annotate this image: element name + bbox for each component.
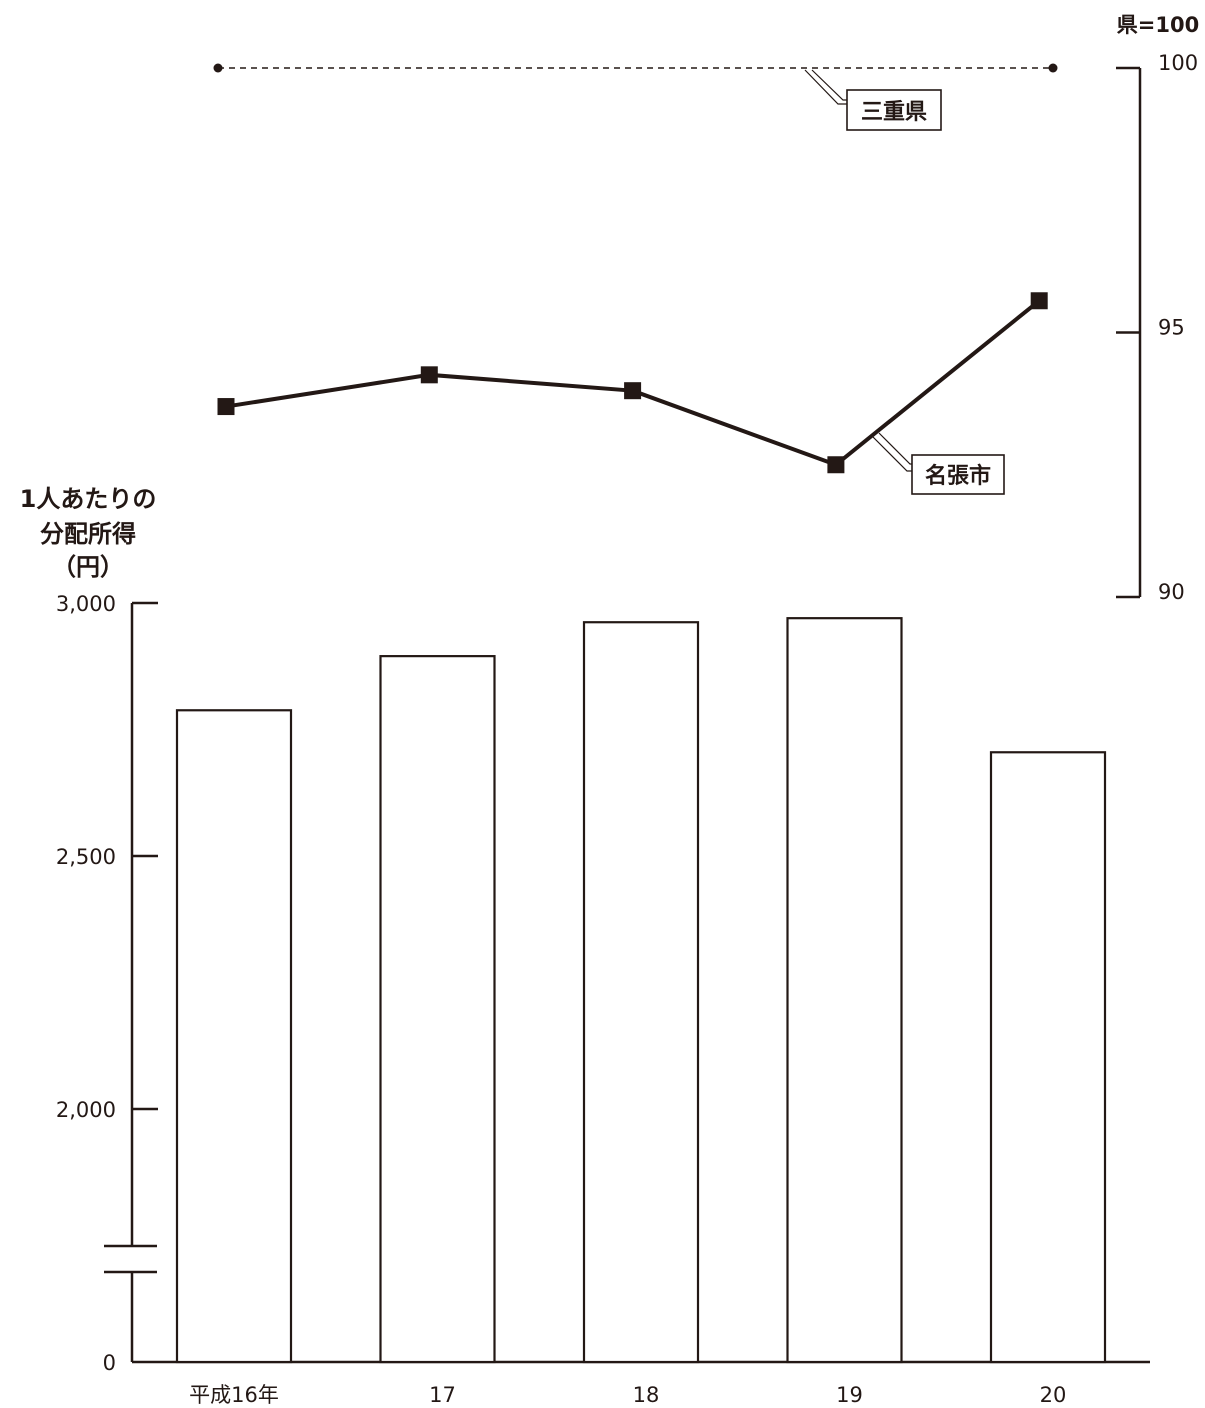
series-1-point-4 bbox=[1030, 292, 1048, 310]
bar-4 bbox=[989, 751, 1107, 1364]
series-0-endpoint-1 bbox=[1048, 63, 1058, 73]
bars bbox=[175, 617, 1107, 1364]
nabari-callout-label: 名張市 bbox=[925, 463, 991, 489]
bar-axis-tick-label-2: 2,500 bbox=[56, 845, 116, 869]
nabari-callout-box bbox=[911, 454, 1005, 495]
index-axis: 県=100 90 95 100 bbox=[1116, 13, 1199, 604]
series-1-point-2 bbox=[624, 382, 642, 400]
bar-1 bbox=[379, 655, 496, 1364]
bar-axis-tick-label-3: 3,000 bbox=[56, 592, 116, 616]
index-axis-unit-label: 県=100 bbox=[1117, 13, 1199, 37]
index-axis-tick-label-0: 90 bbox=[1158, 580, 1185, 604]
series-1-point-0 bbox=[217, 398, 235, 416]
bar-0 bbox=[175, 709, 293, 1364]
mie-callout: 三重県 bbox=[804, 69, 942, 131]
line-series bbox=[213, 63, 1058, 474]
mie-callout-leader-2 bbox=[811, 69, 847, 101]
mie-callout-leader bbox=[804, 69, 847, 105]
category-label-2: 18 bbox=[633, 1383, 660, 1407]
category-label-0: 平成16年 bbox=[189, 1383, 279, 1407]
category-label-1: 17 bbox=[429, 1383, 456, 1407]
index-axis-tick-label-2: 100 bbox=[1158, 51, 1198, 75]
series-1-point-3 bbox=[827, 456, 845, 474]
category-label-4: 20 bbox=[1040, 1383, 1067, 1407]
mie-callout-box bbox=[846, 89, 942, 131]
bar-2 bbox=[582, 621, 700, 1364]
bar-axis-label-line-2: 分配所得 bbox=[40, 520, 136, 548]
mie-callout-label: 三重県 bbox=[861, 100, 927, 125]
category-labels: 平成16年 17 18 19 20 bbox=[189, 1383, 1066, 1407]
series-1-point-1 bbox=[420, 366, 438, 384]
bar-axis-tick-label-1: 2,000 bbox=[56, 1098, 116, 1122]
index-axis-tick-label-1: 95 bbox=[1158, 316, 1185, 340]
category-label-3: 19 bbox=[836, 1383, 863, 1407]
nabari-callout-leader bbox=[872, 436, 912, 472]
bar-axis-tick-label-0: 0 bbox=[103, 1351, 116, 1375]
nabari-callout: 名張市 bbox=[872, 432, 1005, 495]
bar-axis-label-line-1: 1人あたりの bbox=[20, 485, 157, 513]
bar-3 bbox=[786, 617, 903, 1364]
bar-axis-label-line-3: （円） bbox=[52, 553, 124, 581]
bar-axis: 0 2,000 2,500 3,000 bbox=[56, 592, 158, 1375]
series-0-endpoint-0 bbox=[213, 63, 223, 73]
